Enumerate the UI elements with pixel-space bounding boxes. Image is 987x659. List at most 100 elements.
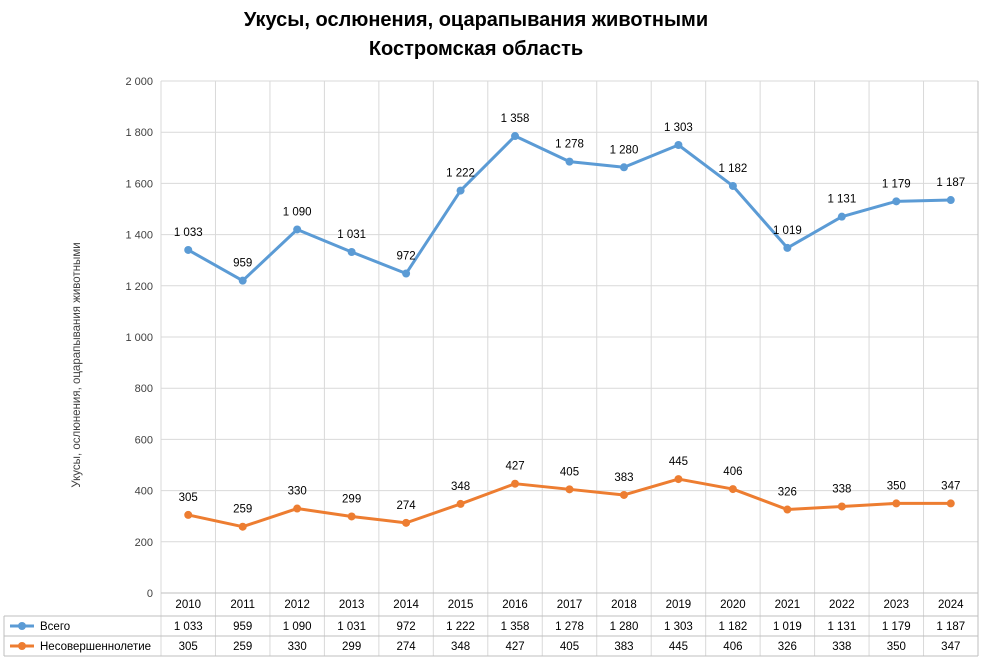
- data-point: [565, 157, 574, 166]
- data-label: 1 303: [664, 122, 693, 134]
- data-label: 1 182: [719, 163, 748, 175]
- data-label: 406: [723, 466, 742, 478]
- table-cell-value: 1 090: [283, 621, 312, 633]
- data-point: [783, 505, 792, 514]
- table-cell-value: 1 358: [501, 621, 530, 633]
- x-tick-label: 2014: [393, 599, 419, 611]
- data-point: [184, 245, 193, 254]
- data-point: [456, 499, 465, 508]
- data-point: [238, 522, 247, 531]
- legend-swatch-marker: [18, 622, 26, 630]
- x-tick-label: 2015: [448, 599, 474, 611]
- y-axis-label: Укусы, ослюнения, оцарапывания животными: [71, 242, 83, 487]
- y-tick-label: 800: [135, 383, 153, 395]
- x-tick-label: 2013: [339, 599, 365, 611]
- table-cell-value: 1 031: [337, 621, 366, 633]
- data-point: [946, 499, 955, 508]
- table-cell-value: 274: [397, 641, 417, 653]
- data-label: 383: [614, 472, 633, 484]
- table-cell-value: 347: [941, 641, 960, 653]
- data-label: 427: [505, 461, 524, 473]
- table-cell-value: 1 019: [773, 621, 802, 633]
- x-tick-label: 2023: [884, 599, 910, 611]
- data-label: 330: [288, 486, 307, 498]
- data-label: 259: [233, 504, 252, 516]
- data-point: [402, 269, 411, 278]
- data-point: [783, 243, 792, 252]
- table-cell-value: 1 303: [664, 621, 693, 633]
- table-cell-value: 1 033: [174, 621, 203, 633]
- data-point: [238, 276, 247, 285]
- table-cell-value: 972: [397, 621, 416, 633]
- table-cell-value: 427: [505, 641, 524, 653]
- table-cell-value: 1 187: [936, 621, 965, 633]
- data-point: [347, 248, 356, 257]
- table-cell-value: 445: [669, 641, 688, 653]
- table-cell-value: 348: [451, 641, 470, 653]
- data-table: 2010 2011 2012 2013 2014 2015 2016 2017 2018 2019…: [3, 81, 979, 657]
- table-cell-value: 338: [832, 641, 851, 653]
- x-tick-label: 2016: [502, 599, 528, 611]
- data-label: 1 280: [610, 144, 639, 156]
- data-point: [347, 512, 356, 521]
- data-point: [511, 479, 520, 488]
- data-label: 1 033: [174, 227, 203, 239]
- table-cell-value: 305: [179, 641, 198, 653]
- data-point: [946, 196, 955, 205]
- table-cell-value: 1 280: [610, 621, 639, 633]
- data-label: 305: [179, 492, 198, 504]
- data-point: [293, 225, 302, 234]
- legend-series-name: Несовершеннолетие: [40, 641, 151, 653]
- x-tick-label: 2011: [230, 599, 255, 611]
- x-tick-label: 2022: [829, 599, 855, 611]
- data-label: 299: [342, 493, 361, 505]
- data-point: [674, 475, 683, 484]
- data-label: 1 358: [501, 113, 530, 125]
- chart-subtitle: Костромская область: [368, 38, 584, 60]
- data-point: [619, 490, 628, 499]
- data-point: [456, 186, 465, 195]
- data-point: [402, 518, 411, 527]
- y-axis-ticks: 0 200 400 600 800 1 000 1 200 1 400 1 600 1 800 2 …: [125, 76, 153, 600]
- y-tick-label: 600: [135, 434, 153, 446]
- data-label: 1 278: [555, 139, 584, 151]
- x-tick-label: 2021: [775, 599, 801, 611]
- x-tick-label: 2019: [666, 599, 692, 611]
- x-tick-label: 2012: [284, 599, 310, 611]
- data-point: [184, 510, 193, 519]
- data-label: 972: [397, 251, 416, 263]
- data-label: 405: [560, 466, 579, 478]
- chart-title: Укусы, ослюнения, оцарапывания животными: [243, 9, 709, 31]
- data-label: 1 187: [936, 177, 965, 189]
- table-cell-value: 405: [560, 641, 579, 653]
- table-cell-value: 1 278: [555, 621, 584, 633]
- y-tick-label: 2 000: [125, 76, 153, 88]
- data-point: [892, 499, 901, 508]
- data-label: 959: [233, 258, 252, 270]
- table-cell-value: 330: [288, 641, 307, 653]
- x-tick-label: 2010: [175, 599, 201, 611]
- data-label: 1 131: [827, 194, 856, 206]
- data-point: [728, 485, 737, 494]
- y-tick-label: 1 200: [125, 281, 153, 293]
- table-cell-value: 406: [723, 641, 742, 653]
- x-tick-label: 2018: [611, 599, 637, 611]
- data-point: [837, 502, 846, 511]
- data-point: [619, 163, 628, 172]
- y-tick-label: 1 000: [125, 332, 153, 344]
- x-tick-label: 2020: [720, 599, 746, 611]
- data-label: 1 019: [773, 225, 802, 237]
- gridlines: [160, 80, 979, 656]
- table-cell-value: 326: [778, 641, 797, 653]
- data-label: 338: [832, 483, 851, 495]
- table-cell-value: 1 222: [446, 621, 475, 633]
- data-label: 350: [887, 480, 906, 492]
- data-point: [837, 212, 846, 221]
- data-label: 326: [778, 487, 797, 499]
- data-point: [565, 485, 574, 494]
- table-cell-value: 383: [614, 641, 633, 653]
- data-point: [892, 197, 901, 206]
- data-label: 1 222: [446, 168, 475, 180]
- data-label: 1 179: [882, 178, 911, 190]
